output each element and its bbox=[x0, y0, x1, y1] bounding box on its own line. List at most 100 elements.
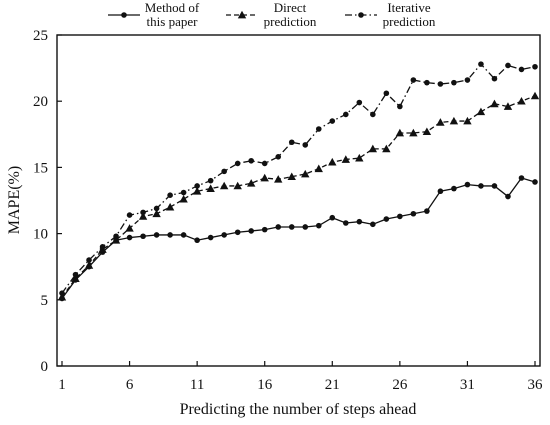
legend-label: Direct prediction bbox=[264, 0, 317, 29]
y-tick-label: 25 bbox=[33, 28, 48, 44]
data-point bbox=[314, 164, 323, 173]
data-point bbox=[274, 175, 283, 183]
data-point bbox=[301, 169, 310, 178]
plot-area-frame bbox=[56, 34, 541, 367]
data-point bbox=[86, 257, 92, 263]
data-point bbox=[424, 208, 430, 214]
data-point bbox=[451, 79, 457, 86]
data-point bbox=[451, 185, 457, 192]
data-point bbox=[206, 184, 215, 192]
x-tick-label: 31 bbox=[460, 377, 475, 393]
data-point bbox=[410, 210, 417, 217]
data-point bbox=[490, 99, 499, 108]
y-axis-title: MAPE(%) bbox=[6, 166, 23, 234]
data-point bbox=[532, 179, 538, 185]
y-tick-label: 10 bbox=[33, 227, 48, 243]
legend-marker bbox=[237, 10, 247, 19]
data-point bbox=[315, 222, 322, 229]
data-point bbox=[287, 172, 296, 181]
data-point bbox=[152, 209, 161, 218]
x-tick-label: 26 bbox=[392, 377, 408, 393]
series-line-iterative-prediction bbox=[61, 63, 536, 294]
data-point bbox=[221, 232, 227, 238]
data-point bbox=[194, 237, 200, 244]
data-point bbox=[532, 63, 538, 70]
data-point bbox=[397, 213, 403, 220]
data-point bbox=[260, 173, 269, 182]
data-point bbox=[153, 232, 160, 238]
x-tick-label: 1 bbox=[58, 377, 66, 393]
data-point bbox=[409, 128, 418, 137]
y-tick-label: 15 bbox=[33, 160, 48, 176]
data-point bbox=[343, 220, 349, 226]
data-point bbox=[437, 81, 444, 87]
legend: Method of this paper Direct prediction Itera… bbox=[108, 0, 436, 29]
data-point bbox=[126, 212, 133, 218]
data-point bbox=[261, 160, 268, 167]
data-point bbox=[517, 97, 526, 105]
data-point bbox=[180, 232, 187, 238]
data-point bbox=[138, 212, 148, 220]
data-point bbox=[219, 181, 229, 190]
data-point bbox=[302, 224, 309, 230]
data-point bbox=[288, 139, 295, 146]
data-point bbox=[275, 154, 282, 160]
data-point bbox=[370, 111, 376, 118]
data-point bbox=[248, 228, 254, 234]
x-axis: 1 6 11 16 21 26 31 36 bbox=[58, 361, 543, 393]
data-point bbox=[370, 221, 376, 228]
data-point bbox=[491, 183, 498, 189]
data-point bbox=[328, 157, 337, 166]
data-point bbox=[72, 271, 79, 278]
data-point bbox=[505, 62, 511, 69]
data-point bbox=[84, 261, 94, 269]
series-direct-prediction bbox=[57, 91, 540, 301]
data-point bbox=[478, 183, 484, 189]
data-point bbox=[530, 91, 540, 100]
y-axis: 0 5 10 15 20 25 bbox=[33, 28, 62, 375]
data-point bbox=[518, 66, 525, 73]
legend-item-method-of-this-paper: Method of this paper bbox=[108, 0, 200, 29]
data-point bbox=[410, 77, 417, 83]
data-point bbox=[71, 274, 80, 282]
data-point bbox=[247, 179, 256, 187]
data-point bbox=[476, 107, 486, 116]
data-point bbox=[383, 90, 390, 97]
data-point bbox=[518, 175, 525, 181]
x-axis-title: Predicting the number of steps ahead bbox=[180, 401, 417, 418]
data-point bbox=[234, 160, 241, 167]
data-point bbox=[221, 168, 227, 175]
series-iterative-prediction bbox=[59, 61, 538, 296]
data-point bbox=[302, 142, 309, 148]
data-point bbox=[315, 126, 322, 132]
data-point bbox=[464, 181, 471, 188]
data-point bbox=[329, 214, 336, 221]
data-point bbox=[207, 177, 214, 184]
series-line-method-of-this-paper bbox=[61, 177, 536, 299]
data-point bbox=[140, 233, 146, 240]
data-point bbox=[355, 153, 364, 162]
x-tick-label: 11 bbox=[190, 377, 204, 393]
data-point bbox=[234, 229, 241, 236]
y-tick-label: 5 bbox=[41, 293, 49, 309]
legend-marker bbox=[121, 12, 127, 18]
x-tick-label: 21 bbox=[325, 377, 340, 393]
data-point bbox=[395, 128, 405, 137]
data-point bbox=[167, 192, 173, 199]
data-point bbox=[368, 144, 378, 153]
series-method-of-this-paper bbox=[59, 175, 538, 302]
data-point bbox=[126, 234, 133, 241]
legend-label: Method of this paper bbox=[145, 0, 200, 29]
data-point bbox=[125, 224, 134, 232]
data-point bbox=[111, 236, 121, 244]
legend-marker bbox=[358, 12, 364, 18]
data-point bbox=[329, 118, 336, 124]
data-point bbox=[436, 118, 445, 126]
data-point bbox=[179, 194, 188, 203]
data-point bbox=[422, 127, 432, 136]
data-point bbox=[165, 202, 175, 211]
legend-item-iterative-prediction: Iterative prediction bbox=[345, 0, 436, 29]
data-point bbox=[167, 232, 173, 238]
data-point bbox=[449, 116, 459, 125]
